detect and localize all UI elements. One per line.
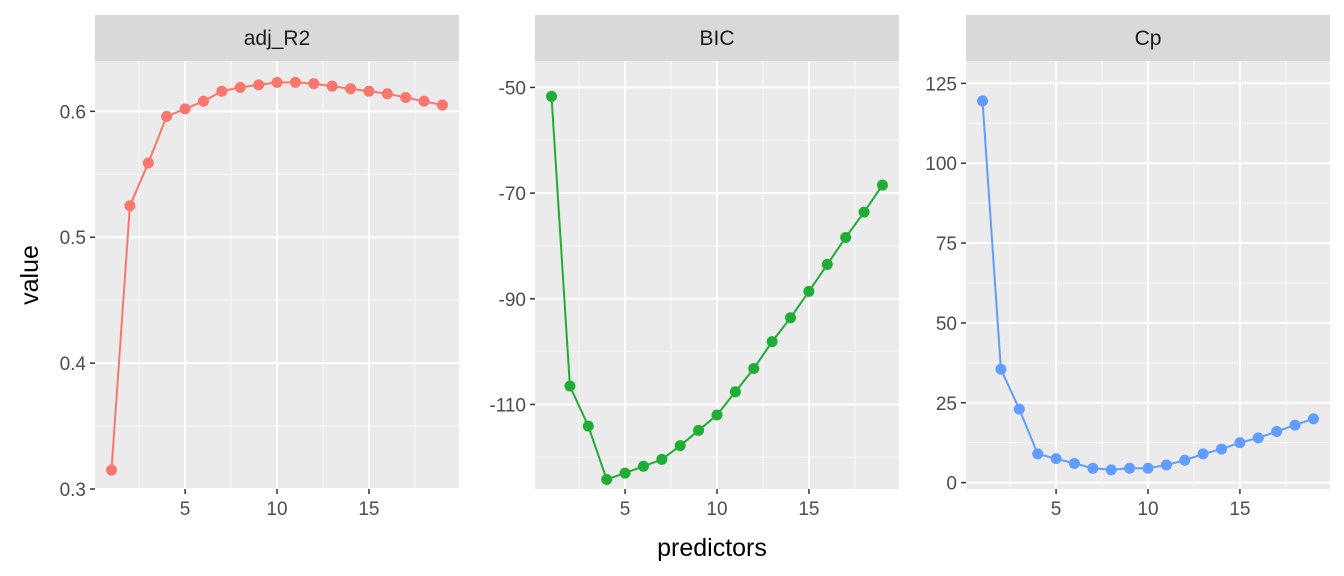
data-point	[1160, 459, 1172, 471]
data-point	[766, 336, 778, 348]
y-tick-label: 25	[936, 394, 957, 415]
data-point	[1068, 457, 1080, 469]
data-point	[564, 380, 576, 392]
x-tick-label: 10	[706, 499, 727, 520]
data-point	[216, 85, 228, 97]
y-tick-label: -50	[499, 78, 526, 99]
facet-strip-label: adj_R2	[244, 27, 311, 50]
facet-strip-label: Cp	[1135, 27, 1162, 50]
data-point	[821, 258, 833, 270]
data-point	[179, 103, 191, 115]
x-tick-label: 5	[180, 499, 191, 520]
data-point	[271, 76, 283, 88]
data-point	[197, 95, 209, 107]
data-point	[418, 95, 430, 107]
data-point	[582, 420, 594, 432]
data-point	[1087, 462, 1099, 474]
data-point	[546, 90, 558, 102]
data-point	[995, 363, 1007, 375]
data-point	[345, 83, 357, 95]
data-point	[1050, 453, 1062, 465]
data-point	[601, 473, 613, 485]
x-tick-label: 15	[1229, 499, 1250, 520]
y-tick-label: 100	[925, 154, 957, 175]
y-axis-title: value	[16, 245, 44, 305]
data-point	[711, 409, 723, 421]
data-point	[1307, 413, 1319, 425]
y-tick-label: 0.5	[60, 228, 86, 249]
data-point	[785, 312, 797, 324]
data-point	[1013, 403, 1025, 415]
data-point	[161, 110, 173, 122]
data-point	[1216, 443, 1228, 455]
y-tick-label: 50	[936, 314, 957, 335]
y-tick-label: 0.4	[60, 354, 87, 375]
y-tick-label: 125	[925, 74, 957, 95]
facet-strip	[966, 15, 1330, 61]
data-point	[363, 85, 375, 97]
data-point	[253, 79, 265, 91]
panels-layer: adj_R2 0.3 0.4 0.5 0.6 5 10 15 BIC -50 -70 -90 -110 5…	[60, 15, 1330, 520]
data-point	[656, 453, 668, 465]
data-point	[289, 76, 301, 88]
y-tick-label: 0.3	[60, 480, 86, 501]
data-point	[1197, 448, 1209, 460]
data-point	[1234, 437, 1246, 449]
data-point	[1271, 426, 1283, 438]
y-tick-label: -90	[499, 290, 526, 311]
data-point	[619, 467, 631, 479]
data-point	[693, 424, 705, 436]
data-point	[876, 179, 888, 191]
panel-Cp: Cp 0 25 50 75 100 125 5 10 15	[925, 15, 1330, 520]
panel-BIC: BIC -50 -70 -90 -110 5 10 15	[489, 15, 899, 520]
data-point	[1124, 462, 1136, 474]
data-point	[326, 80, 338, 92]
data-point	[1179, 454, 1191, 466]
x-tick-label: 15	[358, 499, 379, 520]
data-point	[977, 95, 989, 107]
x-tick-label: 5	[1051, 499, 1062, 520]
y-tick-label: -110	[489, 395, 526, 416]
data-point	[637, 460, 649, 472]
y-tick-label: 0.6	[60, 102, 86, 123]
facet-strip	[95, 15, 459, 61]
data-point	[400, 92, 412, 104]
data-point	[674, 440, 686, 452]
data-point	[142, 157, 154, 169]
data-point	[1289, 419, 1301, 431]
data-point	[1032, 448, 1044, 460]
data-point	[234, 81, 246, 93]
data-point	[308, 78, 320, 90]
data-point	[729, 386, 741, 398]
x-tick-label: 10	[1137, 499, 1158, 520]
x-tick-label: 5	[620, 499, 631, 520]
data-point	[748, 363, 760, 375]
y-tick-label: -70	[499, 184, 526, 205]
y-tick-label: 75	[936, 234, 957, 255]
facet-strip-label: BIC	[699, 27, 734, 50]
x-axis-title: predictors	[657, 534, 767, 562]
facet-strip	[535, 15, 899, 61]
panel-adj_R2: adj_R2 0.3 0.4 0.5 0.6 5 10 15	[60, 15, 459, 520]
y-tick-label: 0	[946, 474, 957, 495]
x-tick-label: 10	[266, 499, 287, 520]
data-point	[1252, 432, 1264, 444]
data-point	[124, 200, 136, 212]
data-point	[106, 464, 118, 476]
data-point	[381, 88, 393, 100]
data-point	[840, 231, 852, 243]
data-point	[1142, 462, 1154, 474]
data-point	[858, 206, 870, 218]
data-point	[803, 285, 815, 297]
data-point	[436, 99, 448, 111]
data-point	[1105, 464, 1117, 476]
x-tick-label: 15	[798, 499, 819, 520]
